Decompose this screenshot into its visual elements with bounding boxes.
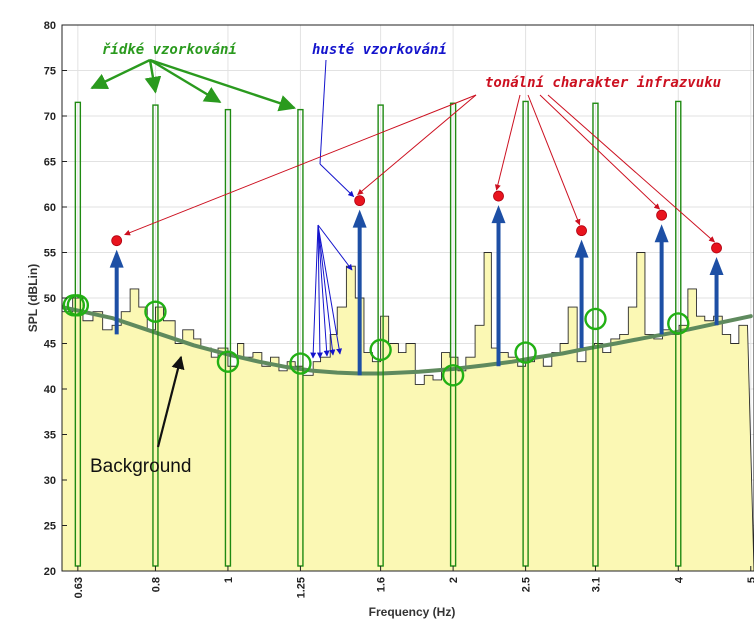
tonal-annotation-arrow <box>357 94 477 196</box>
dense-sampling-circle <box>441 364 465 387</box>
dense-sampling-circle <box>514 341 537 364</box>
dense-annotation-arrow <box>317 224 353 271</box>
y-tick-label: 45 <box>44 339 56 351</box>
background-annotation-arrow <box>156 355 185 448</box>
dense-sampling-circles <box>62 294 690 387</box>
tonal-peak-marker <box>711 242 722 254</box>
sparse-annotation-arrow <box>149 58 222 104</box>
x-tick-label: 2.5 <box>521 577 533 592</box>
x-axis-label: Frequency (Hz) <box>369 605 456 619</box>
y-tick-label: 55 <box>44 248 56 260</box>
sparse-sampling-label: řídké vzorkování <box>102 42 237 58</box>
tonal-peaks <box>109 190 724 376</box>
dense-sampling-circle <box>289 352 312 375</box>
x-tick-label: 0.63 <box>73 577 85 598</box>
annotation-arrows <box>90 58 715 448</box>
y-tick-label: 75 <box>44 66 56 78</box>
tonal-arrow-head <box>352 209 367 228</box>
dense-sampling-circle <box>216 350 240 373</box>
y-tick-label: 20 <box>44 566 56 578</box>
y-tick-label: 50 <box>44 293 56 305</box>
tonal-peak-marker <box>493 190 504 202</box>
y-tick-label: 80 <box>44 20 56 32</box>
tonal-annotation-arrow <box>124 94 477 236</box>
tonal-peak-marker <box>354 195 366 207</box>
tonal-annotation-arrow <box>494 94 521 191</box>
x-tick-label: 3.1 <box>590 577 602 592</box>
dense-annotation-arrow <box>317 224 343 355</box>
tonal-arrow-head <box>574 239 589 258</box>
tonal-annotation-arrow <box>539 94 661 210</box>
tonal-character-label: tonální charakter infrazvuku <box>485 75 721 91</box>
dense-annotation-arrow <box>317 224 336 356</box>
y-tick-label: 70 <box>44 111 56 123</box>
y-tick-label: 65 <box>44 157 56 169</box>
dense-annotation-arrow <box>316 224 323 359</box>
x-tick-label: 4 <box>673 576 685 583</box>
sparse-annotation-arrow <box>144 59 162 94</box>
x-tick-label: 2 <box>448 577 460 583</box>
tonal-annotation-arrow <box>547 94 715 243</box>
dense-annotation-arrow <box>317 224 330 357</box>
sparse-annotation-arrow <box>90 58 151 90</box>
tonal-arrow-head <box>109 249 124 268</box>
x-tick-label: 1 <box>223 577 235 583</box>
dense-sampling-circle <box>667 312 690 335</box>
dense-sampling-circle <box>584 307 607 331</box>
tonal-arrow-head <box>709 256 724 275</box>
tonal-arrow-head <box>491 205 506 224</box>
tonal-peak-marker <box>111 235 123 247</box>
spectrum-area <box>62 252 754 571</box>
sparse-annotation-arrow <box>149 58 297 112</box>
dense-sampling-circle <box>369 338 392 362</box>
y-tick-label: 30 <box>44 475 56 487</box>
tonal-annotation-arrow <box>527 94 581 226</box>
dense-annotation-arrow <box>319 163 355 198</box>
x-tick-label: 0.8 <box>150 577 162 592</box>
x-tick-label: 5 <box>746 577 754 583</box>
dense-sampling-circle <box>144 300 167 323</box>
x-tick-label: 1.25 <box>295 577 307 598</box>
tonal-peak-marker <box>576 225 587 237</box>
spectrum-step-area <box>62 252 754 571</box>
y-tick-label: 25 <box>44 521 56 533</box>
tonal-peak-marker <box>656 209 668 221</box>
dense-sampling-label: husté vzorkování <box>312 42 447 58</box>
dense-sampling-circle <box>62 294 86 317</box>
tonal-arrow-head <box>654 224 669 243</box>
y-axis-label: SPL (dBLin) <box>26 264 40 332</box>
x-tick-label: 1.6 <box>376 577 388 592</box>
dense-annotation-arrow <box>310 224 319 359</box>
y-tick-label: 60 <box>44 202 56 214</box>
dense-annotation-line <box>319 59 327 165</box>
y-tick-label: 35 <box>44 430 56 442</box>
y-tick-label: 40 <box>44 384 56 396</box>
background-label: Background <box>90 456 191 477</box>
